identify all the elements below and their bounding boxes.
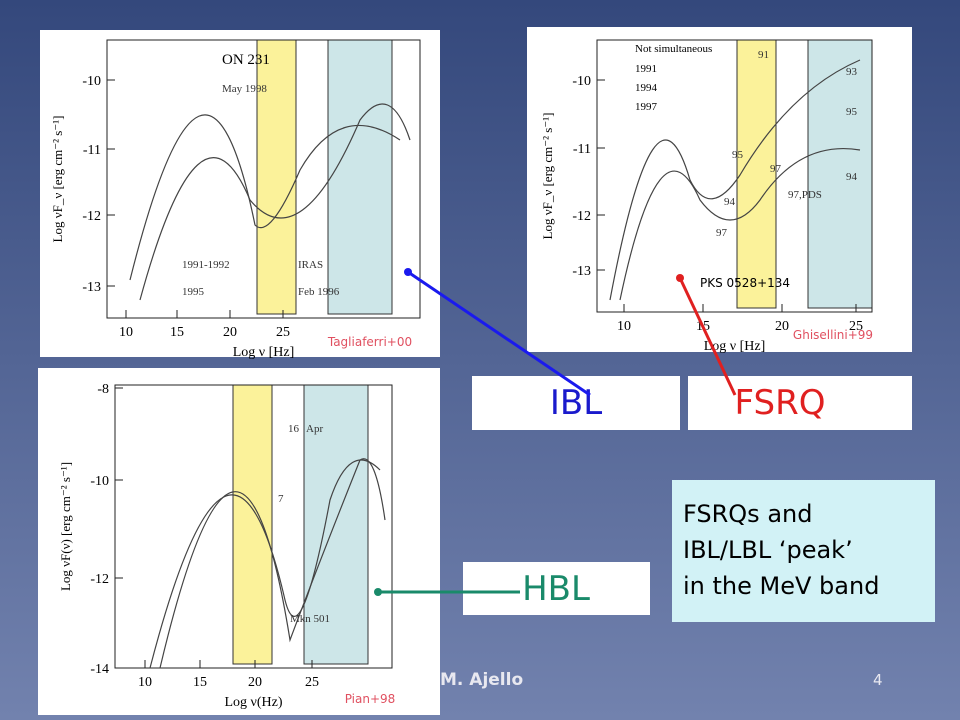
y-tick-label: -12: [90, 572, 109, 587]
legend-entry: 1991: [635, 63, 657, 75]
y-axis-label: Log νF_ν [erg cm⁻² s⁻¹]: [540, 113, 555, 240]
label-box: [688, 376, 912, 430]
annotation: 1991-1992: [182, 259, 230, 271]
annotation: 7: [278, 493, 284, 505]
fsrq-label: FSRQ: [735, 383, 826, 423]
y-tick-label: -11: [83, 143, 101, 158]
connector-dot: [374, 588, 382, 596]
y-axis-label: Log νF(ν) [erg cm⁻² s⁻¹]: [58, 462, 73, 591]
annotation: 94: [846, 171, 858, 183]
annotation: 95: [846, 106, 858, 118]
x-axis-label: Log ν [Hz]: [233, 345, 295, 360]
annotation: 1995: [182, 286, 205, 298]
credit: Ghisellini+99: [793, 328, 873, 342]
annotation: 97,PDS: [788, 189, 822, 201]
x-tick-label: 15: [170, 325, 184, 340]
x-tick-label: 10: [119, 325, 133, 340]
note-line: IBL/LBL ‘peak’: [683, 536, 853, 564]
y-tick-label: -13: [82, 280, 101, 295]
y-tick-label: -12: [572, 209, 591, 224]
annotation: Feb 1996: [298, 286, 340, 298]
x-axis-label: Log ν [Hz]: [704, 339, 766, 354]
x-tick-label: 20: [223, 325, 237, 340]
figures: 10 15 20 25 -10 -11 -12 -13 Log ν [Hz] Log νF_ν […: [38, 27, 912, 715]
y-tick-label: -10: [90, 474, 109, 489]
y-axis-label: Log νF_ν [erg cm⁻² s⁻¹]: [50, 116, 65, 243]
annotation: IRAS: [298, 259, 323, 271]
author: M. Ajello: [440, 670, 523, 690]
note-line: in the MeV band: [683, 572, 879, 600]
y-tick-label: -10: [82, 74, 101, 89]
model-curve: [619, 148, 861, 301]
y-tick-label: -11: [573, 142, 591, 157]
y-tick-label: -12: [82, 209, 101, 224]
optical-band: [256, 39, 297, 315]
x-axis-label: Log ν(Hz): [224, 695, 282, 710]
x-tick-label: 20: [775, 319, 789, 334]
optical-band: [232, 384, 273, 665]
source-name: PKS 0528+134: [700, 276, 790, 290]
x-tick-label: 25: [305, 675, 319, 690]
x-tick-label: 10: [617, 319, 631, 334]
note-box: [672, 480, 935, 622]
model-curve: [609, 59, 861, 301]
x-tick-label: 20: [248, 675, 262, 690]
legend-entry: Not simultaneous: [635, 43, 712, 55]
x-tick-label: 25: [849, 319, 863, 334]
ibl-label: IBL: [550, 383, 602, 423]
x-tick-label: 10: [138, 675, 152, 690]
plot-frame: [596, 39, 873, 313]
annotation: May 1998: [222, 83, 267, 95]
connector-dot: [404, 268, 412, 276]
annotation: 16: [288, 423, 300, 435]
y-tick-label: -13: [572, 264, 591, 279]
note: FSRQs and IBL/LBL ‘peak’ in the MeV band: [683, 500, 879, 600]
y-tick-label: -10: [572, 74, 591, 89]
credit: Pian+98: [345, 692, 396, 706]
model-curve: [159, 458, 386, 669]
optical-band: [736, 39, 777, 309]
x-tick-label: 15: [193, 675, 207, 690]
model-curve: [149, 459, 381, 669]
x-tick-label: 25: [276, 325, 290, 340]
model-curve: [139, 103, 411, 301]
connector-dot: [676, 274, 684, 282]
page-number: 4: [873, 671, 883, 689]
gamma-band: [327, 39, 393, 315]
annotation: 97: [716, 227, 728, 239]
connector: [407, 270, 591, 397]
legend-entry: 1994: [635, 82, 658, 94]
plot-frame: [106, 39, 421, 319]
annotation: 94: [724, 196, 736, 208]
annotation: 91: [758, 49, 769, 61]
annotation: Apr: [306, 423, 323, 435]
source-name: ON 231: [222, 52, 270, 68]
legend-entry: 1997: [635, 101, 658, 113]
y-tick-label: -8: [97, 382, 109, 397]
annotation: 97: [770, 163, 782, 175]
connector: [678, 277, 737, 396]
note-line: FSRQs and: [683, 500, 812, 528]
annotation: 95: [732, 149, 744, 161]
credit: Tagliaferri+00: [327, 335, 412, 349]
label-box: [463, 562, 650, 615]
hbl-label: HBL: [522, 569, 590, 609]
annotation: Mkn 501: [290, 613, 330, 625]
annotation: 93: [846, 66, 858, 78]
y-tick-label: -14: [90, 662, 109, 677]
gamma-band: [807, 39, 873, 309]
model-curve: [129, 114, 401, 281]
plot-frame: [114, 384, 393, 669]
